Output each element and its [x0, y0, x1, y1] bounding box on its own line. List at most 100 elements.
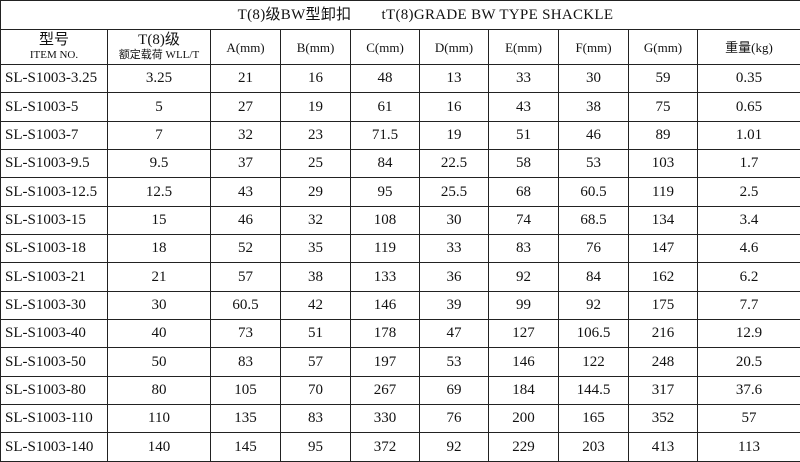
cell-wll: 40	[107, 319, 211, 349]
header-item-no-cn: 型号	[38, 32, 69, 48]
cell-d: 53	[419, 347, 489, 377]
cell-wll: 5	[107, 92, 211, 122]
table-row: SL-S1003-40 40 73 51 178 47 127 106.5 216 12.9	[0, 319, 800, 349]
cell-weight: 3.4	[697, 205, 800, 236]
cell-a: 73	[210, 319, 281, 349]
table-title: T(8)级BW型卸扣 tT(8)GRADE BW TYPE SHACKLE	[0, 0, 800, 30]
cell-d: 19	[419, 120, 489, 151]
cell-g: 175	[628, 290, 698, 321]
cell-wll: 7	[107, 120, 211, 151]
table-row: SL-S1003-110 110 135 83 330 76 200 165 352 57	[0, 404, 800, 434]
cell-f: 60.5	[558, 177, 629, 207]
cell-a: 27	[210, 92, 281, 122]
header-c: C(mm)	[350, 29, 420, 65]
cell-b: 25	[280, 149, 351, 179]
header-wll: T(8)级 额定载荷 WLL/T	[107, 29, 211, 65]
cell-wll: 9.5	[107, 149, 211, 179]
cell-item-no: SL-S1003-50	[0, 347, 108, 377]
cell-c: 95	[350, 177, 420, 207]
cell-a: 21	[210, 63, 281, 94]
cell-b: 51	[280, 319, 351, 349]
cell-a: 83	[210, 347, 281, 377]
cell-c: 133	[350, 262, 420, 292]
cell-weight: 1.01	[697, 120, 800, 151]
cell-item-no: SL-S1003-30	[0, 290, 108, 321]
cell-wll: 3.25	[107, 63, 211, 94]
cell-e: 184	[488, 375, 559, 406]
cell-c: 146	[350, 290, 420, 321]
header-wll-cn: T(8)级	[138, 32, 180, 48]
cell-wll: 21	[107, 262, 211, 292]
cell-wll: 18	[107, 234, 211, 264]
cell-b: 83	[280, 404, 351, 434]
cell-item-no: SL-S1003-15	[0, 205, 108, 236]
cell-g: 59	[628, 63, 698, 94]
cell-e: 58	[488, 149, 559, 179]
cell-g: 134	[628, 205, 698, 236]
cell-e: 200	[488, 404, 559, 434]
cell-f: 84	[558, 262, 629, 292]
cell-a: 135	[210, 404, 281, 434]
cell-weight: 4.6	[697, 234, 800, 264]
cell-e: 92	[488, 262, 559, 292]
cell-g: 317	[628, 375, 698, 406]
table-row: SL-S1003-18 18 52 35 119 33 83 76 147 4.6	[0, 234, 800, 264]
cell-e: 33	[488, 63, 559, 94]
cell-a: 60.5	[210, 290, 281, 321]
cell-weight: 12.9	[697, 319, 800, 349]
header-a: A(mm)	[210, 29, 281, 65]
cell-g: 147	[628, 234, 698, 264]
cell-g: 413	[628, 432, 698, 462]
cell-d: 16	[419, 92, 489, 122]
cell-d: 39	[419, 290, 489, 321]
table-row: SL-S1003-140 140 145 95 372 92 229 203 413 113	[0, 432, 800, 462]
table-row: SL-S1003-30 30 60.5 42 146 39 99 92 175 7.7	[0, 290, 800, 321]
cell-g: 352	[628, 404, 698, 434]
cell-b: 35	[280, 234, 351, 264]
cell-d: 13	[419, 63, 489, 94]
cell-d: 47	[419, 319, 489, 349]
cell-e: 68	[488, 177, 559, 207]
cell-e: 99	[488, 290, 559, 321]
cell-c: 84	[350, 149, 420, 179]
cell-f: 92	[558, 290, 629, 321]
cell-c: 267	[350, 375, 420, 406]
header-e: E(mm)	[488, 29, 559, 65]
table-row: SL-S1003-5 5 27 19 61 16 43 38 75 0.65	[0, 92, 800, 122]
title-en: tT(8)GRADE BW TYPE SHACKLE	[381, 6, 614, 23]
header-row: 型号 ITEM NO. T(8)级 额定载荷 WLL/T A(mm) B(mm) C…	[0, 29, 800, 65]
cell-f: 165	[558, 404, 629, 434]
header-weight: 重量(kg)	[697, 29, 800, 65]
cell-b: 32	[280, 205, 351, 236]
cell-d: 69	[419, 375, 489, 406]
cell-e: 74	[488, 205, 559, 236]
cell-a: 105	[210, 375, 281, 406]
cell-c: 48	[350, 63, 420, 94]
cell-item-no: SL-S1003-5	[0, 92, 108, 122]
cell-f: 144.5	[558, 375, 629, 406]
table-row: SL-S1003-80 80 105 70 267 69 184 144.5 317 37.6	[0, 375, 800, 406]
cell-g: 119	[628, 177, 698, 207]
cell-wll: 12.5	[107, 177, 211, 207]
cell-g: 248	[628, 347, 698, 377]
cell-weight: 6.2	[697, 262, 800, 292]
cell-e: 146	[488, 347, 559, 377]
cell-a: 57	[210, 262, 281, 292]
header-b: B(mm)	[280, 29, 351, 65]
header-item-no-en: ITEM NO.	[29, 49, 79, 61]
cell-f: 53	[558, 149, 629, 179]
cell-weight: 0.35	[697, 63, 800, 94]
cell-item-no: SL-S1003-21	[0, 262, 108, 292]
cell-a: 145	[210, 432, 281, 462]
cell-c: 197	[350, 347, 420, 377]
cell-a: 43	[210, 177, 281, 207]
cell-weight: 0.65	[697, 92, 800, 122]
cell-wll: 140	[107, 432, 211, 462]
title-cn: T(8)级BW型卸扣	[237, 6, 352, 23]
cell-item-no: SL-S1003-9.5	[0, 149, 108, 179]
cell-f: 30	[558, 63, 629, 94]
cell-weight: 1.7	[697, 149, 800, 179]
cell-b: 23	[280, 120, 351, 151]
cell-b: 38	[280, 262, 351, 292]
cell-item-no: SL-S1003-80	[0, 375, 108, 406]
